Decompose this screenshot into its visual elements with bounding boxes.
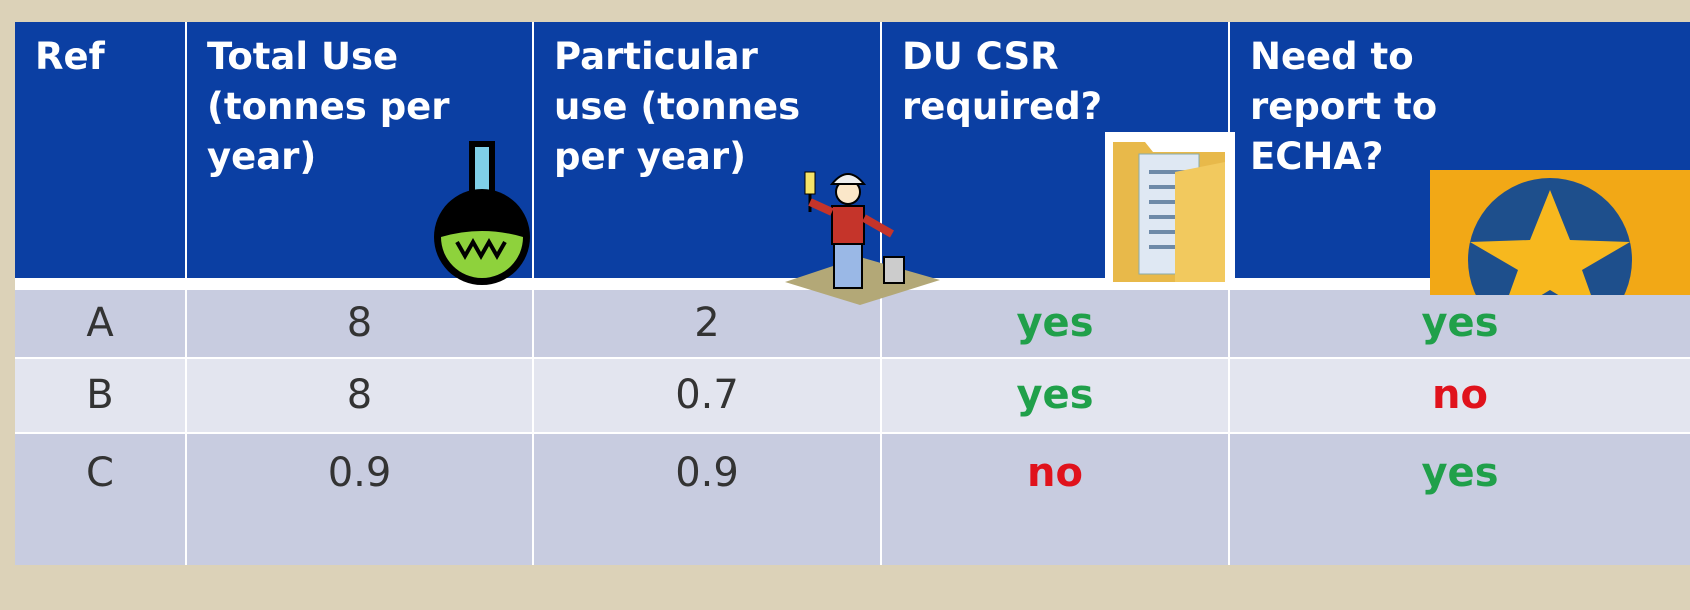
cell: 0.9: [187, 434, 532, 565]
cell: yes: [882, 359, 1228, 432]
header-cell: Ref: [15, 22, 185, 278]
cell: 8: [187, 359, 532, 432]
echa-logo: [1430, 170, 1690, 295]
cell: yes: [1230, 290, 1690, 357]
cell: 0.7: [534, 359, 880, 432]
cell: 0.9: [534, 434, 880, 565]
cell: no: [1230, 359, 1690, 432]
table: Ref Total Use (tonnes per year) Particul…: [15, 22, 1690, 565]
cell: no: [882, 434, 1228, 565]
cell: 8: [187, 290, 532, 357]
flask-icon: [427, 137, 537, 287]
page: Ref Total Use (tonnes per year) Particul…: [0, 0, 1690, 610]
folder-icon: [1105, 132, 1235, 287]
cell: C: [15, 434, 185, 565]
cell: yes: [1230, 434, 1690, 565]
cell: B: [15, 359, 185, 432]
painter-icon: [780, 162, 945, 307]
cell: A: [15, 290, 185, 357]
